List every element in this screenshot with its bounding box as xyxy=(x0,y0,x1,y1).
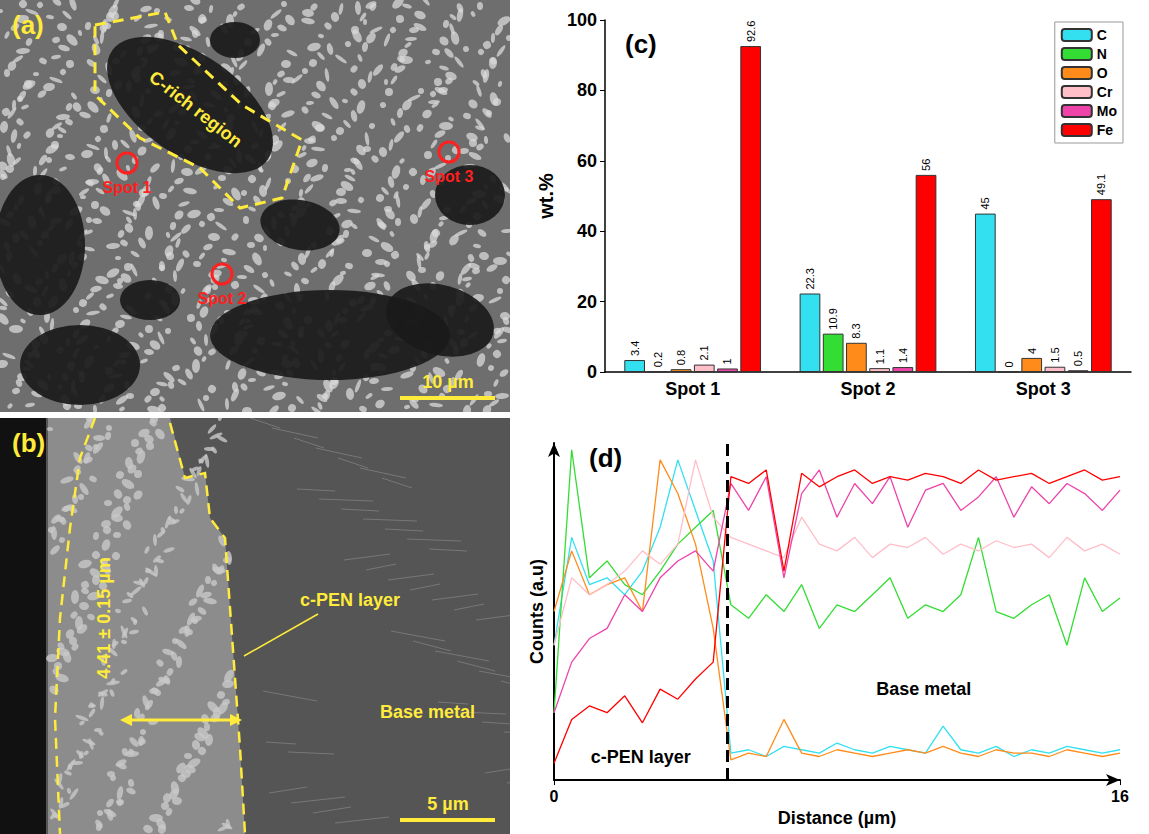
svg-text:Spot 3: Spot 3 xyxy=(1016,379,1071,399)
svg-text:(d): (d) xyxy=(589,443,622,473)
svg-text:0.5: 0.5 xyxy=(1072,351,1084,366)
svg-text:0: 0 xyxy=(1003,361,1015,367)
svg-text:0.2: 0.2 xyxy=(652,352,664,367)
svg-text:Fe: Fe xyxy=(1097,122,1114,138)
svg-text:22.3: 22.3 xyxy=(804,268,816,289)
svg-text:(c): (c) xyxy=(625,29,657,59)
svg-text:60: 60 xyxy=(577,151,597,171)
svg-text:1: 1 xyxy=(721,358,733,364)
svg-text:40: 40 xyxy=(577,221,597,241)
svg-text:10.9: 10.9 xyxy=(827,308,839,329)
svg-text:C-rich region: C-rich region xyxy=(145,67,246,152)
svg-text:92.6: 92.6 xyxy=(745,21,757,42)
svg-text:Mo: Mo xyxy=(1097,103,1117,119)
svg-text:Base metal: Base metal xyxy=(876,679,971,699)
svg-text:c-PEN layer: c-PEN layer xyxy=(300,590,400,610)
svg-text:(b): (b) xyxy=(12,428,45,458)
svg-text:(a): (a) xyxy=(12,10,44,40)
svg-text:4.41 ± 0.15 µm: 4.41 ± 0.15 µm xyxy=(94,557,114,678)
svg-text:Spot 1: Spot 1 xyxy=(103,179,152,196)
svg-text:1.5: 1.5 xyxy=(1049,347,1061,362)
svg-text:49.1: 49.1 xyxy=(1095,174,1107,195)
svg-text:1.4: 1.4 xyxy=(897,348,909,363)
svg-text:Spot 1: Spot 1 xyxy=(665,379,720,399)
svg-text:3.4: 3.4 xyxy=(629,341,641,356)
svg-text:100: 100 xyxy=(567,10,597,30)
svg-text:O: O xyxy=(1097,65,1108,81)
svg-text:Distance (µm): Distance (µm) xyxy=(778,808,896,828)
svg-text:Spot 2: Spot 2 xyxy=(198,290,247,307)
svg-text:N: N xyxy=(1097,46,1107,62)
svg-text:20: 20 xyxy=(577,292,597,312)
svg-text:80: 80 xyxy=(577,80,597,100)
svg-text:0: 0 xyxy=(550,788,559,805)
svg-text:Cr: Cr xyxy=(1097,84,1113,100)
svg-text:0: 0 xyxy=(587,362,597,382)
svg-text:2.1: 2.1 xyxy=(698,345,710,360)
svg-text:Base metal: Base metal xyxy=(380,702,475,722)
svg-text:0.8: 0.8 xyxy=(675,350,687,365)
svg-text:4: 4 xyxy=(1026,348,1038,354)
svg-text:10 µm: 10 µm xyxy=(422,372,473,392)
svg-text:wt.%: wt.% xyxy=(535,173,557,220)
svg-text:C: C xyxy=(1097,27,1107,43)
svg-text:Spot 2: Spot 2 xyxy=(840,379,895,399)
svg-text:Spot 3: Spot 3 xyxy=(425,168,474,185)
svg-text:1.1: 1.1 xyxy=(874,349,886,364)
svg-text:5 µm: 5 µm xyxy=(427,794,468,814)
svg-text:16: 16 xyxy=(1111,788,1129,805)
svg-text:56: 56 xyxy=(920,159,932,171)
svg-text:8.3: 8.3 xyxy=(850,323,862,338)
svg-text:45: 45 xyxy=(979,197,991,209)
svg-text:Counts (a.u): Counts (a.u) xyxy=(527,559,547,664)
svg-text:c-PEN layer: c-PEN layer xyxy=(591,747,691,767)
